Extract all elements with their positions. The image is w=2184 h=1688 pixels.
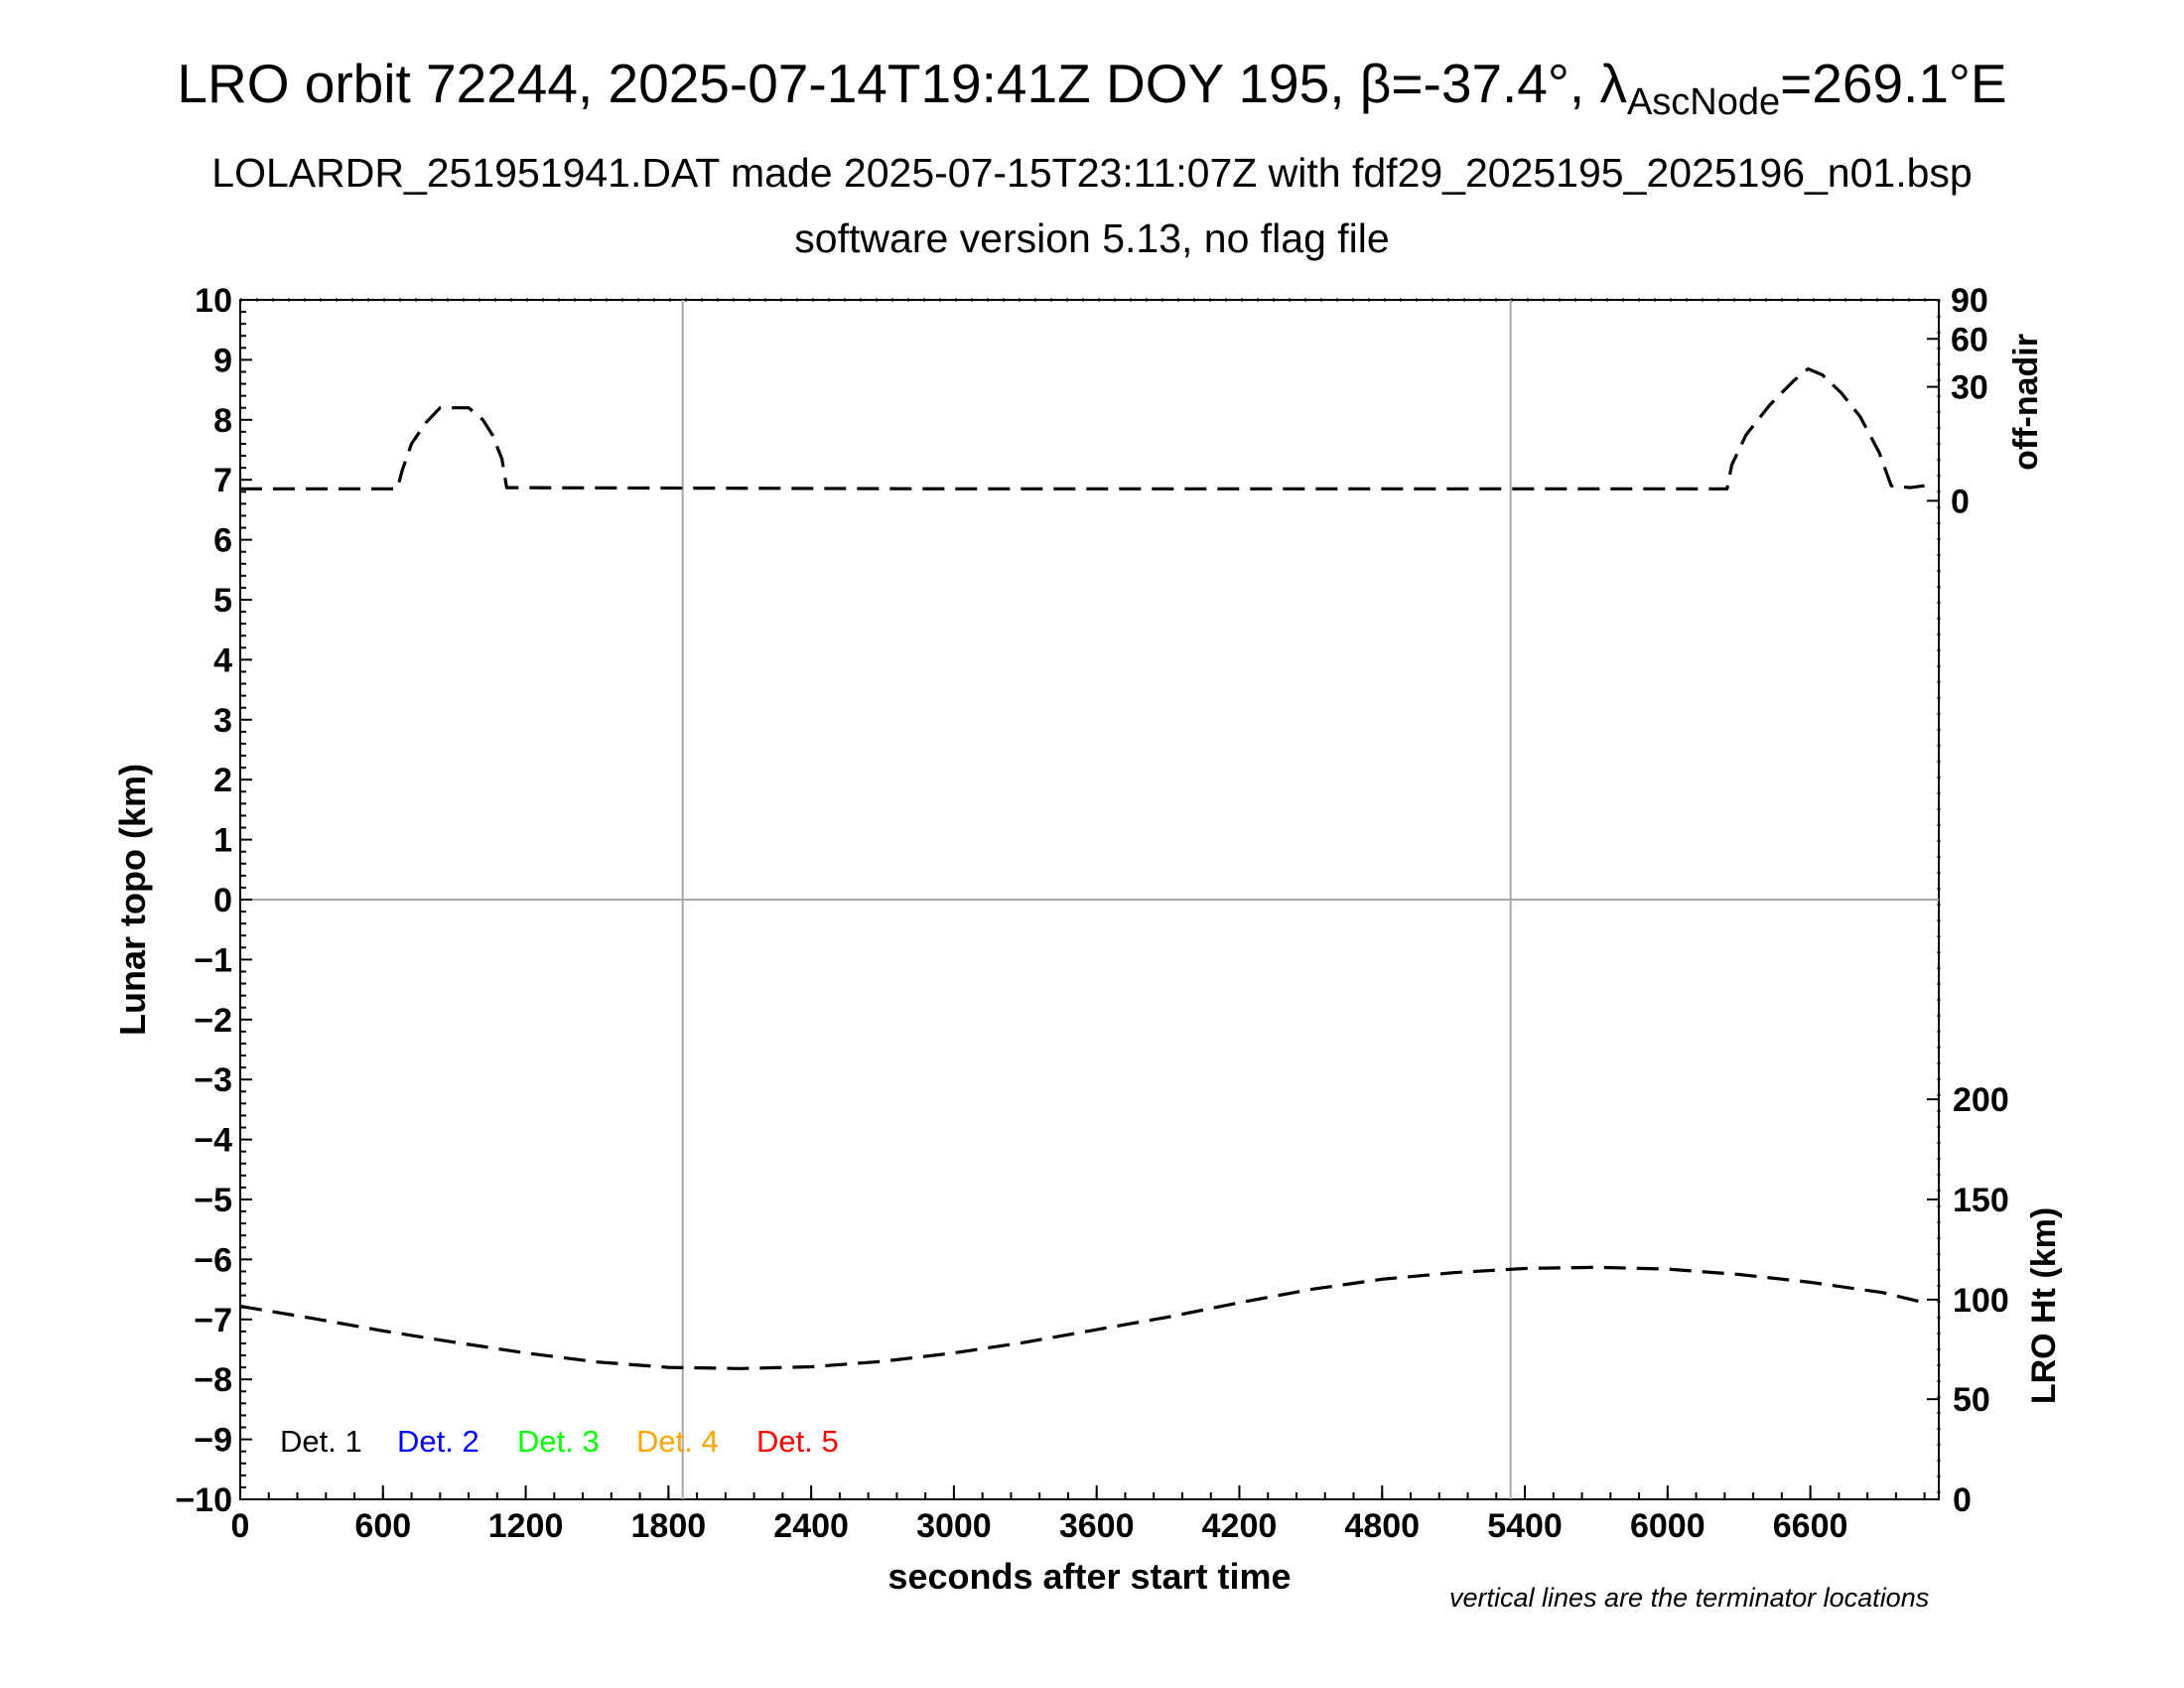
height-tick-label: 200 xyxy=(1953,1081,2009,1119)
chart-title-subscript: AscNode xyxy=(1626,81,1781,123)
height-axis-label: LRO Ht (km) xyxy=(2025,1207,2063,1404)
y-tick-label: 5 xyxy=(213,582,232,620)
y-tick-label: −5 xyxy=(194,1182,232,1219)
y-tick-label: 2 xyxy=(213,762,232,799)
x-tick-label: 6000 xyxy=(1630,1507,1706,1545)
terminator-footnote: vertical lines are the terminator locati… xyxy=(1449,1583,1930,1613)
chart-title-main: LRO orbit 72244, 2025-07-14T19:41Z DOY 1… xyxy=(177,53,1627,114)
offnadir-tick-label: 30 xyxy=(1951,369,1988,407)
legend-entry-det-5: Det. 5 xyxy=(756,1424,839,1459)
x-tick-label: 1200 xyxy=(488,1507,564,1545)
chart-title-end: =269.1°E xyxy=(1780,53,2007,114)
height-tick-label: 100 xyxy=(1953,1282,2009,1320)
y-tick-label: 0 xyxy=(213,882,232,919)
series-line-1 xyxy=(240,366,1925,491)
y-tick-label: −6 xyxy=(194,1241,232,1279)
y-tick-label: −8 xyxy=(194,1361,232,1399)
offnadir-axis-label: off-nadir xyxy=(2007,334,2045,471)
x-tick-label: 0 xyxy=(231,1507,250,1545)
x-tick-label: 6600 xyxy=(1773,1507,1848,1545)
chart-subtitle-version: software version 5.13, no flag file xyxy=(794,215,1390,261)
y-tick-label: 6 xyxy=(213,522,232,560)
y-tick-label: 4 xyxy=(213,641,232,679)
x-tick-label: 2400 xyxy=(773,1507,849,1545)
y-tick-label: 3 xyxy=(213,702,232,740)
x-tick-label: 4200 xyxy=(1202,1507,1278,1545)
x-tick-label: 1800 xyxy=(631,1507,707,1545)
y-tick-label: −4 xyxy=(194,1122,232,1160)
y-axis-label: Lunar topo (km) xyxy=(112,764,153,1036)
y-tick-label: 10 xyxy=(195,282,232,320)
y-tick-label: −1 xyxy=(194,941,232,979)
y-tick-label: −2 xyxy=(194,1002,232,1040)
height-tick-label: 0 xyxy=(1953,1481,1972,1519)
y-tick-label: −9 xyxy=(194,1422,232,1460)
y-tick-label: 1 xyxy=(213,822,232,860)
chart-title: LRO orbit 72244, 2025-07-14T19:41Z DOY 1… xyxy=(0,52,2184,123)
y-tick-label: 7 xyxy=(213,462,232,499)
x-tick-label: 3600 xyxy=(1059,1507,1135,1545)
series-line-2 xyxy=(239,1265,1925,1370)
legend-entry-det-1: Det. 1 xyxy=(280,1424,362,1459)
x-tick-label: 600 xyxy=(354,1507,411,1545)
legend-entry-det-3: Det. 3 xyxy=(517,1424,600,1459)
y-tick-label: 9 xyxy=(213,342,232,379)
y-tick-label: −7 xyxy=(194,1302,232,1339)
y-tick-label: −10 xyxy=(175,1481,232,1519)
x-tick-label: 3000 xyxy=(916,1507,992,1545)
offnadir-tick-label: 60 xyxy=(1951,321,1988,358)
x-axis-label: seconds after start time xyxy=(887,1556,1291,1597)
x-tick-label: 4800 xyxy=(1344,1507,1420,1545)
legend-entry-det-4: Det. 4 xyxy=(636,1424,719,1459)
legend-entry-det-2: Det. 2 xyxy=(397,1424,479,1459)
height-tick-label: 50 xyxy=(1953,1381,1990,1419)
offnadir-tick-label: 0 xyxy=(1951,483,1970,520)
offnadir-tick-label: 90 xyxy=(1951,282,1988,320)
y-tick-label: 8 xyxy=(213,402,232,440)
chart-subtitle-file: LOLARDR_251951941.DAT made 2025-07-15T23… xyxy=(211,150,1973,196)
x-tick-label: 5400 xyxy=(1487,1507,1563,1545)
y-tick-label: −3 xyxy=(194,1061,232,1099)
height-tick-label: 150 xyxy=(1953,1182,2009,1219)
